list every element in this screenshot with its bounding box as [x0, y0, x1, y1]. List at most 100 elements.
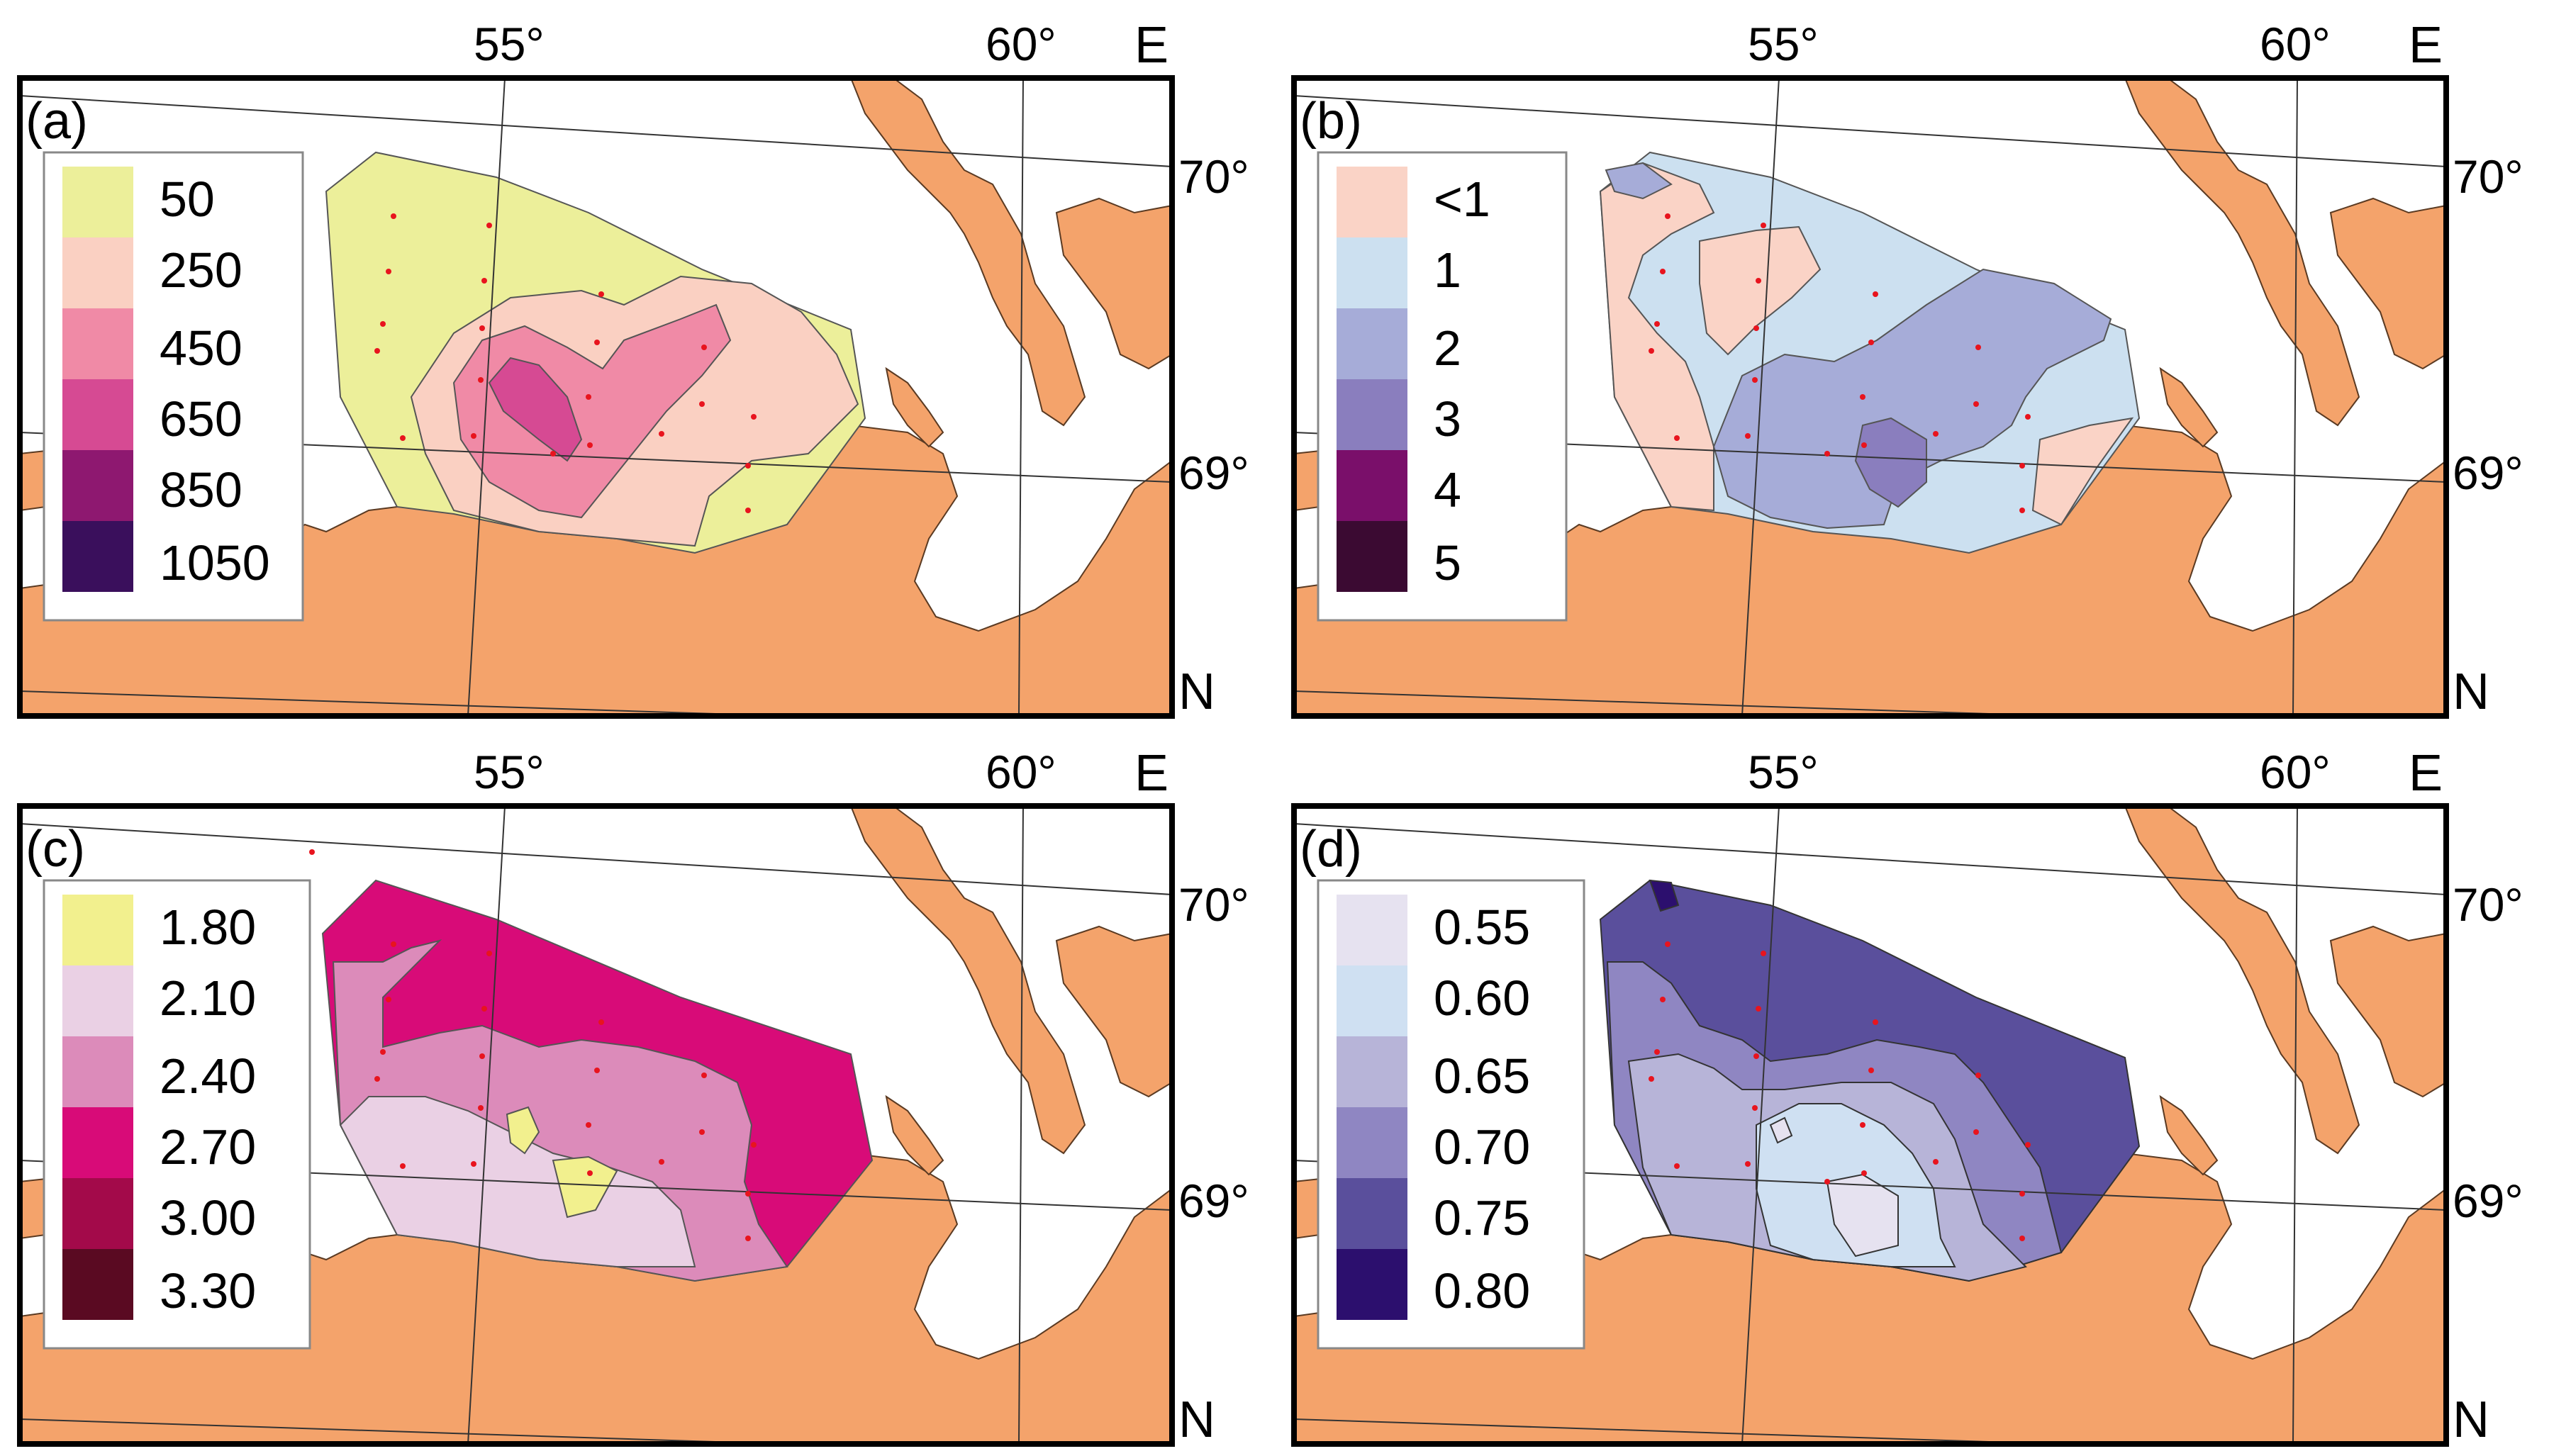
map-frame [1291, 75, 2449, 719]
legend-swatch [62, 308, 133, 379]
legend-value: 0.55 [1434, 900, 1530, 955]
map-panel-d: 55° 60° E 70° 69° N (d) 0.55 0.60 0.65 0… [1274, 728, 2549, 1456]
station-points [374, 213, 757, 513]
legend-swatch [1337, 521, 1407, 592]
panel-label-b: (b) [1300, 93, 1362, 150]
east-label: E [2409, 17, 2443, 74]
legend-value: 0.75 [1434, 1190, 1530, 1245]
east-label: E [1134, 745, 1168, 802]
lat-tick-69: 69° [2453, 447, 2523, 499]
legend-swatch [62, 167, 133, 237]
legend-value: 450 [160, 320, 242, 376]
east-label: E [2409, 745, 2443, 802]
legend-swatch [1337, 379, 1407, 450]
lon-tick-60: 60° [2260, 18, 2331, 70]
legend-swatch [1337, 965, 1407, 1036]
legend-value: 2.10 [160, 970, 256, 1026]
map-panel-a: 55° 60° E 70° 69° N (a) 50 250 450 650 8… [0, 0, 1274, 728]
panel-label-d: (d) [1300, 821, 1362, 878]
legend-value: 2 [1434, 320, 1461, 376]
legend-value: <1 [1434, 172, 1490, 227]
lat-tick-70: 70° [2453, 878, 2523, 931]
north-label: N [1178, 663, 1215, 720]
legend-swatch [62, 1107, 133, 1178]
map-panel-b: 55° 60° E 70° 69° N (b) <1 1 2 3 4 5 [1274, 0, 2549, 728]
station-points [1649, 213, 2031, 513]
legend-value: 2.70 [160, 1119, 256, 1175]
lat-tick-69: 69° [1178, 1175, 1249, 1227]
legend-swatch [1337, 1249, 1407, 1320]
legend-value: 0.80 [1434, 1263, 1530, 1318]
lat-tick-70: 70° [2453, 150, 2523, 203]
legend-swatch [62, 1036, 133, 1107]
contour-layer [1599, 879, 2141, 1282]
legend-value: 2.40 [160, 1048, 256, 1104]
map-frame [17, 75, 1175, 719]
legend-swatch [1337, 1036, 1407, 1107]
lat-tick-69: 69° [1178, 447, 1249, 499]
legend-swatch [62, 1178, 133, 1249]
lat-tick-70: 70° [1178, 150, 1249, 203]
legend-value: 1 [1434, 242, 1461, 298]
panel-label-c: (c) [26, 821, 85, 878]
legend-swatch [62, 895, 133, 965]
legend-swatch [62, 450, 133, 521]
legend-value: 0.70 [1434, 1119, 1530, 1175]
legend-swatch [1337, 308, 1407, 379]
legend-value: 850 [160, 462, 242, 517]
legend-value: 3 [1434, 391, 1461, 447]
legend-value: 5 [1434, 535, 1461, 590]
land-layer [1293, 805, 2447, 1445]
map-panel-c: 55° 60° E 70° 69° N (c) 1.80 2.10 2.40 2… [0, 728, 1274, 1456]
legend-value: 3.00 [160, 1190, 256, 1245]
legend-value: 3.30 [160, 1263, 256, 1318]
legend-value: 4 [1434, 462, 1461, 517]
legend-value: 1050 [160, 535, 270, 590]
lon-tick-55: 55° [474, 18, 545, 70]
lon-tick-55: 55° [1748, 746, 1819, 798]
legend-value: 0.65 [1434, 1048, 1530, 1104]
station-points [309, 849, 757, 1241]
contour-layer [1599, 151, 2141, 554]
map-frame [17, 803, 1175, 1447]
legend-swatch [1337, 167, 1407, 237]
legend-swatch [1337, 450, 1407, 521]
north-label: N [2453, 1391, 2489, 1448]
land-layer [1293, 77, 2447, 717]
north-label: N [1178, 1391, 1215, 1448]
legend-a: 50 250 450 650 850 1050 [43, 151, 304, 622]
legend-swatch [1337, 1178, 1407, 1249]
station-points [1649, 941, 2031, 1241]
map-b-svg: 55° 60° E 70° 69° N (b) <1 1 2 3 4 5 [1291, 17, 2523, 720]
legend-d: 0.55 0.60 0.65 0.70 0.75 0.80 [1317, 879, 1585, 1350]
graticule [19, 805, 1173, 1445]
legend-value: 50 [160, 172, 215, 227]
legend-swatch [1337, 1107, 1407, 1178]
lon-tick-60: 60° [986, 746, 1056, 798]
lon-tick-55: 55° [474, 746, 545, 798]
legend-value: 1.80 [160, 900, 256, 955]
map-frame [1291, 803, 2449, 1447]
map-d-svg: 55° 60° E 70° 69° N (d) 0.55 0.60 0.65 0… [1291, 745, 2523, 1448]
lon-tick-55: 55° [1748, 18, 1819, 70]
north-label: N [2453, 663, 2489, 720]
map-a-svg: 55° 60° E 70° 69° N (a) 50 250 450 650 8… [17, 17, 1249, 720]
legend-swatch [1337, 237, 1407, 308]
legend-c: 1.80 2.10 2.40 2.70 3.00 3.30 [43, 879, 311, 1350]
lat-tick-70: 70° [1178, 878, 1249, 931]
contour-layer [325, 151, 866, 554]
lon-tick-60: 60° [2260, 746, 2331, 798]
map-c-svg: 55° 60° E 70° 69° N (c) 1.80 2.10 2.40 2… [17, 745, 1249, 1448]
panel-label-a: (a) [26, 93, 88, 150]
legend-value: 650 [160, 391, 242, 447]
legend-swatch [62, 521, 133, 592]
lon-tick-60: 60° [986, 18, 1056, 70]
legend-swatch [62, 1249, 133, 1320]
legend-swatch [62, 237, 133, 308]
lat-tick-69: 69° [2453, 1175, 2523, 1227]
legend-value: 0.60 [1434, 970, 1530, 1026]
legend-b: <1 1 2 3 4 5 [1317, 151, 1568, 622]
legend-swatch [62, 379, 133, 450]
legend-swatch [1337, 895, 1407, 965]
legend-value: 250 [160, 242, 242, 298]
